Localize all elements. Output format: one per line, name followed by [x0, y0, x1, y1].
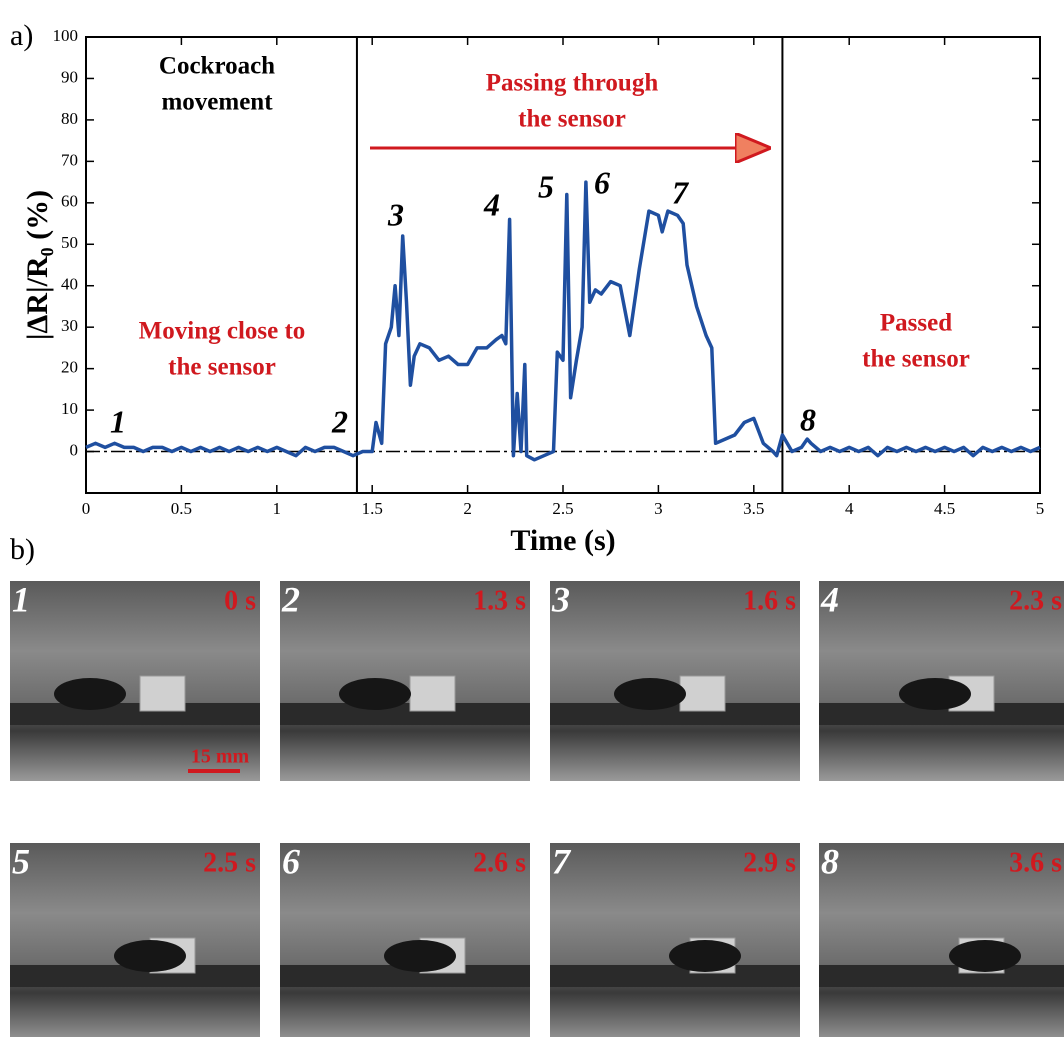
point-label: 5 [538, 168, 554, 204]
point-label: 8 [800, 401, 816, 437]
y-tick-label: 60 [61, 192, 78, 211]
frame-photo: 6 2.6 s [280, 841, 530, 1037]
frame-photo: 1 0 s [10, 579, 260, 781]
annotation: Passing through [486, 70, 659, 97]
frame-photo: 2 1.3 s [280, 579, 530, 781]
x-axis-label: Time (s) [510, 524, 615, 557]
annotation: the sensor [862, 346, 970, 373]
frame-number: 2 [281, 579, 300, 619]
y-tick-label: 20 [61, 358, 78, 377]
cockroach [54, 678, 126, 710]
frame-time: 0 s [224, 585, 256, 616]
frame-time: 1.6 s [743, 585, 796, 616]
y-tick-label: 90 [61, 67, 78, 86]
y-tick-label: 30 [61, 316, 78, 335]
panel-label: a) [10, 19, 33, 52]
x-tick-label: 3.5 [743, 499, 764, 518]
point-label: 4 [483, 186, 500, 222]
photo-stage [819, 703, 1064, 725]
point-label: 1 [110, 403, 126, 439]
frame-photo: 3 1.6 s [550, 579, 800, 781]
annotation: movement [161, 89, 273, 116]
annotation: Passed [880, 310, 952, 337]
photo-background [280, 843, 530, 1037]
x-tick-label: 2.5 [552, 499, 573, 518]
y-tick-label: 80 [61, 109, 78, 128]
frame-photo: 7 2.9 s [550, 841, 800, 1037]
frame-number: 5 [12, 841, 30, 881]
x-tick-label: 2 [463, 499, 472, 518]
frame-number: 6 [282, 841, 300, 881]
photo-stage [550, 965, 800, 987]
y-tick-label: 70 [61, 150, 78, 169]
frame-time: 2.3 s [1009, 585, 1062, 616]
y-tick-label: 10 [61, 399, 78, 418]
photo-stage [550, 703, 800, 725]
photo-background [280, 581, 530, 781]
frame-time: 2.5 s [203, 847, 256, 878]
frame-photo: 4 2.3 s [819, 579, 1064, 781]
point-label: 6 [594, 164, 610, 200]
cockroach [614, 678, 686, 710]
photo-stage [10, 703, 260, 725]
x-tick-label: 3 [654, 499, 663, 518]
point-label: 7 [672, 174, 690, 210]
annotation: Moving close to [139, 318, 306, 345]
cockroach [669, 940, 741, 972]
annotation: the sensor [518, 106, 626, 133]
photo-background [550, 581, 800, 781]
x-tick-label: 0 [82, 499, 91, 518]
point-label: 2 [331, 403, 348, 439]
frame-number: 8 [821, 841, 839, 881]
plot-frame [85, 36, 1041, 494]
photo-background [819, 843, 1064, 1037]
x-tick-label: 4.5 [934, 499, 955, 518]
cockroach [384, 940, 456, 972]
frame-number: 3 [551, 579, 570, 619]
photo-background [10, 581, 260, 781]
data-line [85, 180, 1041, 462]
cockroach [339, 678, 411, 710]
photo-stage [10, 965, 260, 987]
annotation: Cockroach [159, 53, 275, 80]
x-tick-label: 5 [1036, 499, 1045, 518]
frame-time: 1.3 s [473, 585, 526, 616]
frame-number: 7 [552, 841, 572, 881]
x-tick-label: 1 [273, 499, 282, 518]
cockroach [899, 678, 971, 710]
sensor-foil [139, 675, 186, 712]
photo-background [10, 843, 260, 1037]
frame-number: 4 [820, 579, 839, 619]
y-tick-label: 40 [61, 275, 78, 294]
x-tick-label: 4 [845, 499, 854, 518]
frame-time: 2.6 s [473, 847, 526, 878]
sensor-foil [409, 675, 456, 712]
panel-label: b) [10, 533, 35, 566]
cockroach [949, 940, 1021, 972]
frame-photo: 5 2.5 s [10, 841, 260, 1037]
y-axis-label: |ΔR|/R₀ (%) [21, 190, 54, 340]
frame-time: 3.6 s [1009, 847, 1062, 878]
y-tick-label: 100 [53, 26, 79, 45]
photo-stage [819, 965, 1064, 987]
frame-time: 2.9 s [743, 847, 796, 878]
scale-bar-label: 15 mm [191, 746, 250, 768]
frame-photo: 8 3.6 s [819, 841, 1064, 1037]
sensor-foil [679, 675, 726, 712]
annotation: the sensor [168, 354, 276, 381]
frame-number: 1 [12, 579, 30, 619]
x-tick-label: 0.5 [171, 499, 192, 518]
y-tick-label: 50 [61, 233, 78, 252]
cockroach [114, 940, 186, 972]
photo-stage [280, 703, 530, 725]
y-tick-label: 0 [70, 440, 79, 459]
point-label: 3 [387, 196, 404, 232]
photo-stage [280, 965, 530, 987]
x-tick-label: 1.5 [362, 499, 383, 518]
photo-background [550, 843, 800, 1037]
